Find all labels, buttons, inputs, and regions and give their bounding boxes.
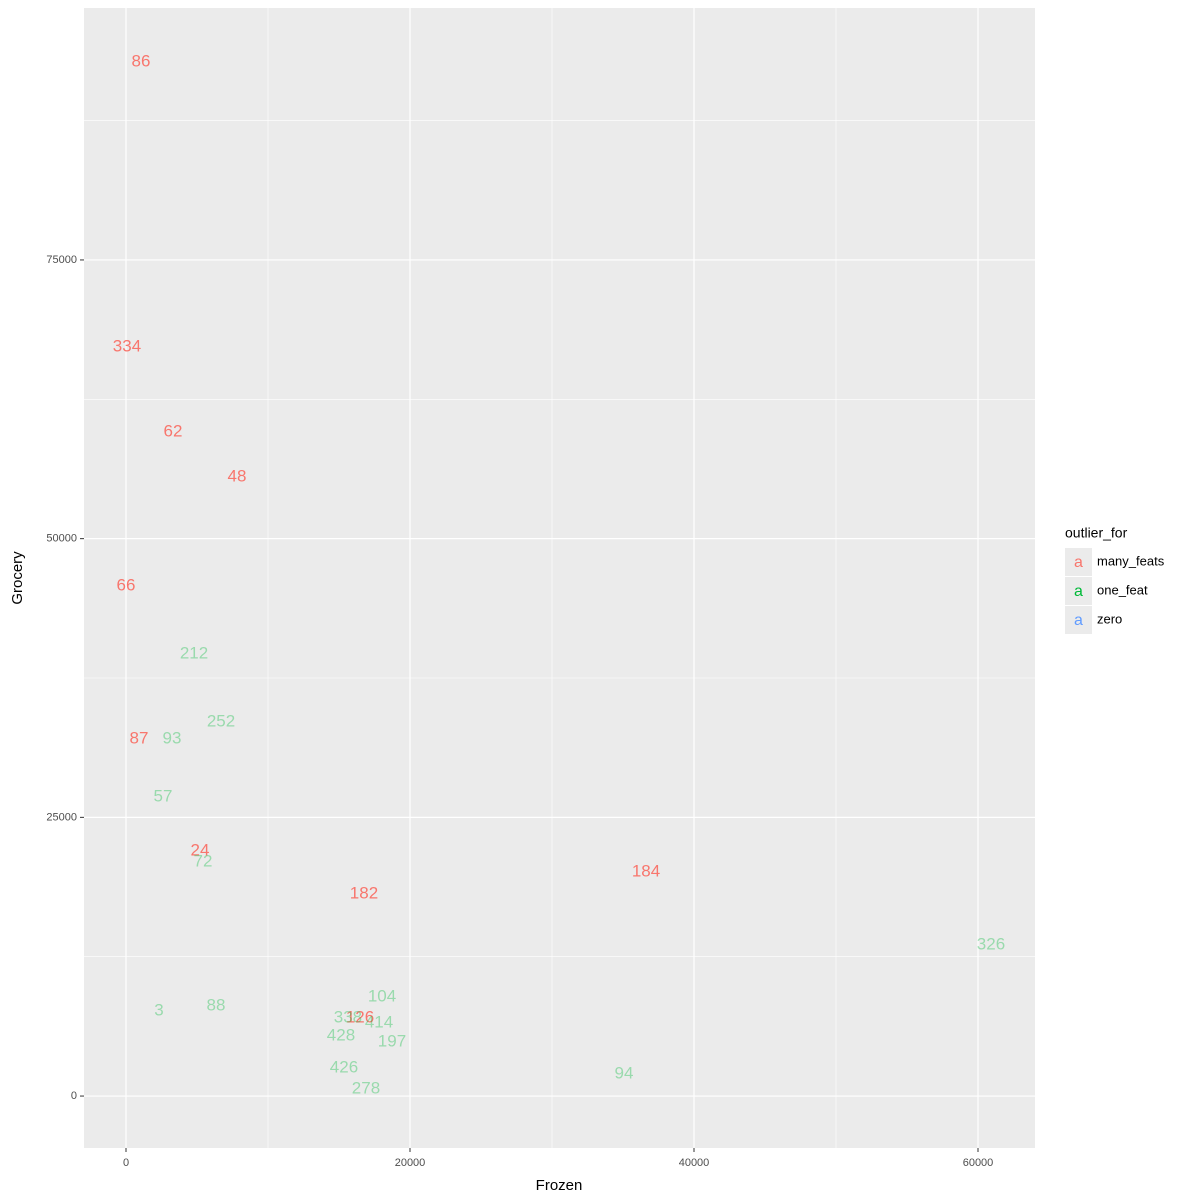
- point-label: 197: [378, 1032, 406, 1051]
- point-label: 3: [154, 1001, 163, 1020]
- point-label: 212: [180, 644, 208, 663]
- y-tick-label: 0: [71, 1090, 77, 1102]
- point-label: 72: [194, 852, 213, 871]
- point-label: 48: [228, 466, 247, 485]
- point-label: 57: [154, 787, 173, 806]
- point-label: 93: [163, 729, 182, 748]
- point-label: 87: [130, 729, 149, 748]
- y-tick-label: 50000: [46, 533, 77, 545]
- marks: 86 334 62 48 66 87 24 182 184 126 212 252 93 57 72 326 1…: [113, 52, 1005, 1098]
- point-label: 252: [207, 712, 235, 731]
- x-tick-label: 40000: [679, 1157, 710, 1169]
- point-label: 126: [346, 1007, 374, 1026]
- point-label: 278: [352, 1079, 380, 1098]
- point-label: 182: [350, 884, 378, 903]
- x-tick-label: 0: [123, 1157, 129, 1169]
- point-label: 86: [132, 52, 151, 71]
- x-tick-label: 20000: [395, 1157, 426, 1169]
- point-label: 62: [164, 422, 183, 441]
- point-label: 428: [327, 1026, 355, 1045]
- legend-title: outlier_for: [1065, 525, 1128, 541]
- legend-label: zero: [1097, 611, 1122, 626]
- x-tick-label: 60000: [963, 1157, 994, 1169]
- y-tick-label: 25000: [46, 811, 77, 823]
- panel: [84, 8, 1035, 1148]
- legend-label: one_feat: [1097, 582, 1148, 597]
- y-tick-label: 75000: [46, 254, 77, 266]
- point-label: 334: [113, 336, 141, 355]
- legend-key: [1065, 577, 1092, 605]
- x-axis-title: Frozen: [536, 1177, 583, 1194]
- legend-glyph: a: [1074, 583, 1083, 600]
- point-label: 338: [334, 1007, 362, 1026]
- legend-key: [1065, 606, 1092, 634]
- point-label: 414: [365, 1013, 393, 1032]
- point-label: 326: [977, 935, 1005, 954]
- grid: [84, 8, 1035, 1148]
- point-label: 66: [117, 576, 136, 595]
- axes: 0 20000 40000 60000 0 25000 50000 75000: [46, 254, 993, 1169]
- point-label: 184: [632, 862, 660, 881]
- legend-glyph: a: [1074, 554, 1083, 571]
- legend-glyph: a: [1074, 612, 1083, 629]
- y-axis-title: Grocery: [9, 551, 26, 605]
- legend-key: [1065, 548, 1092, 576]
- point-label: 88: [207, 996, 226, 1015]
- point-label: 94: [615, 1064, 634, 1083]
- legend-label: many_feats: [1097, 553, 1165, 568]
- point-label: 104: [368, 987, 396, 1006]
- point-label: 24: [191, 841, 210, 860]
- point-label: 426: [330, 1058, 358, 1077]
